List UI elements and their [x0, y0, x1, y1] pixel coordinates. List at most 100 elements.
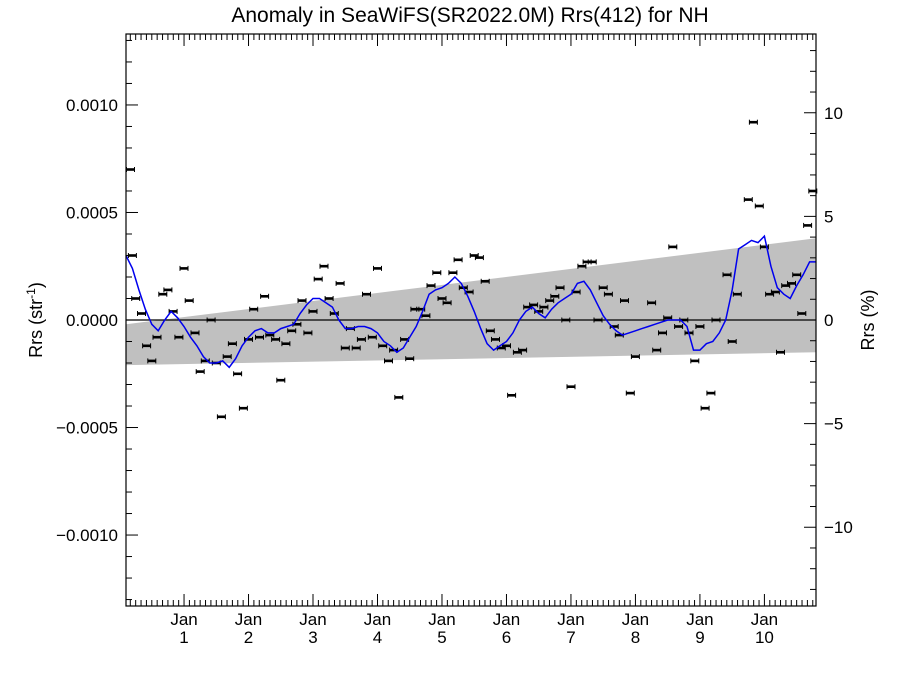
x-tick-label-year: 2: [244, 628, 253, 647]
data-point: [131, 296, 141, 301]
data-point: [195, 369, 205, 375]
data-point-bar: [588, 260, 597, 264]
data-point: [244, 336, 253, 342]
data-point: [179, 265, 189, 271]
data-point: [695, 324, 705, 329]
data-point: [732, 291, 742, 297]
data-point-bar: [217, 415, 226, 419]
x-tick-label-year: 5: [437, 628, 446, 647]
data-point-bar: [502, 344, 511, 348]
right-y-tick-label: 0: [824, 311, 833, 330]
data-point-bar: [131, 297, 140, 300]
data-point-bar: [513, 351, 522, 354]
data-point-bar: [760, 245, 769, 249]
data-point-bar: [142, 344, 151, 348]
left-y-tick-label: −0.0010: [56, 526, 118, 545]
right-y-axis-label: Rrs (%): [858, 290, 878, 351]
data-point-bar: [405, 357, 414, 360]
data-point-bar: [265, 333, 274, 337]
data-point: [706, 390, 716, 396]
data-point: [448, 270, 458, 276]
data-point-bar: [287, 329, 296, 333]
right-y-tick-label: 5: [824, 207, 833, 226]
data-point: [700, 405, 710, 411]
data-point-bar: [701, 406, 710, 410]
data-point-bar: [394, 396, 403, 399]
x-tick-label-month: Jan: [235, 610, 262, 629]
x-tick-label-month: Jan: [751, 610, 778, 629]
data-point: [271, 336, 281, 342]
data-point-bar: [362, 292, 371, 296]
data-point-bar: [309, 310, 317, 313]
data-point-bar: [223, 355, 232, 358]
data-point: [249, 306, 259, 312]
data-point: [555, 285, 565, 291]
data-point: [792, 272, 802, 278]
data-point-bar: [330, 312, 339, 315]
data-point-bar: [325, 297, 334, 300]
left-y-tick-label: −0.0005: [56, 419, 118, 438]
data-point: [797, 311, 807, 316]
data-point: [222, 354, 232, 360]
left-y-axis-label-text: Rrs (str: [26, 299, 46, 358]
data-point: [668, 244, 678, 250]
data-point: [625, 390, 635, 396]
data-point-bar: [314, 277, 323, 281]
data-point: [308, 308, 318, 314]
data-point: [539, 304, 549, 310]
data-point-bar: [239, 406, 248, 410]
data-point: [340, 345, 350, 351]
data-point-bar: [481, 280, 490, 283]
data-point: [727, 339, 737, 344]
data-point: [152, 334, 162, 340]
data-point-bar: [674, 325, 683, 328]
data-point-bar: [631, 355, 640, 358]
data-point-bar: [792, 273, 801, 277]
confidence-band: [126, 238, 816, 366]
data-point-bar: [196, 370, 205, 373]
data-point-bar: [706, 391, 715, 395]
data-point: [658, 330, 667, 336]
data-point: [227, 341, 237, 347]
data-point: [260, 293, 270, 299]
data-point-bar: [561, 318, 570, 322]
data-point-bar: [808, 189, 817, 193]
data-point-bar: [174, 335, 183, 339]
right-y-tick-labels: 10 5 0 −5 −10: [824, 104, 853, 537]
data-point: [367, 334, 377, 340]
data-point: [598, 285, 608, 291]
data-point-bar: [690, 359, 699, 363]
data-point: [587, 259, 597, 265]
data-point-bar: [771, 290, 780, 294]
data-point: [550, 293, 560, 299]
x-tick-label-month: Jan: [557, 610, 584, 629]
data-point-bar: [610, 325, 619, 328]
data-point: [426, 283, 436, 289]
data-point-bar: [776, 351, 785, 354]
data-point-bar: [320, 264, 328, 268]
left-y-tick-label: 0.0005: [66, 203, 118, 222]
data-point: [561, 317, 571, 323]
data-point-bar: [663, 316, 672, 320]
data-point-bar: [147, 359, 156, 363]
data-point-bar: [733, 292, 742, 296]
x-tick-label-month: Jan: [493, 610, 520, 629]
data-point-bar: [647, 301, 656, 305]
data-point: [362, 291, 371, 297]
data-point-bar: [384, 359, 393, 363]
data-point-bar: [728, 340, 737, 343]
data-point: [603, 291, 613, 297]
data-point: [233, 371, 243, 377]
data-point: [281, 341, 291, 347]
data-point: [373, 265, 382, 271]
data-point: [442, 300, 452, 306]
data-point-bar: [137, 312, 146, 315]
data-point: [319, 263, 329, 269]
data-point-bar: [128, 254, 137, 257]
data-point: [743, 197, 753, 203]
data-point: [313, 276, 323, 282]
data-point-bar: [421, 314, 430, 317]
data-point-bar: [271, 338, 280, 341]
data-point-bar: [158, 292, 167, 296]
data-point-bar: [679, 318, 688, 322]
